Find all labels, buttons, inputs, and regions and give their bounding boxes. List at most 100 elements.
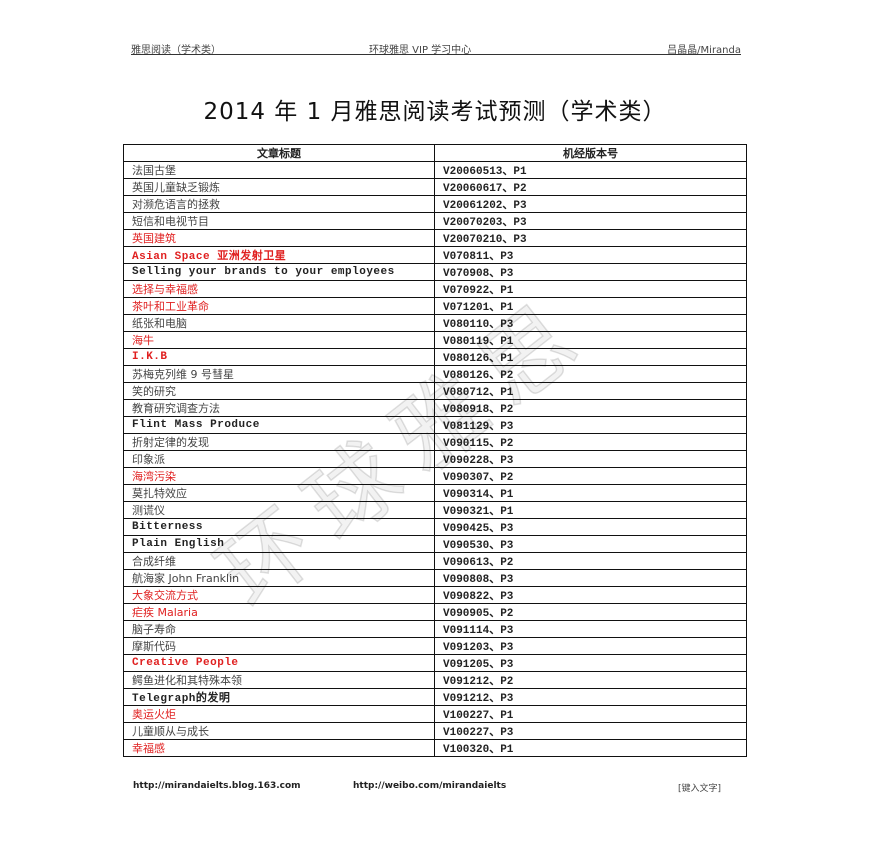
table-row: 海牛 V080119、P1 (123, 331, 747, 349)
version-number: V091205、P3 (434, 654, 747, 672)
table-row: 对濒危语言的拯救 V20061202、P3 (123, 195, 747, 213)
article-title: Asian Space 亚洲发射卫星 (123, 246, 435, 264)
table-row: Telegraph的发明 V091212、P3 (123, 688, 747, 706)
article-title: 英国建筑 (123, 229, 435, 247)
table-row: 法国古堡 V20060513、P1 (123, 161, 747, 179)
version-number: V090530、P3 (434, 535, 747, 553)
version-number: V091212、P3 (434, 688, 747, 706)
version-number: V070922、P1 (434, 280, 747, 298)
article-title: 短信和电视节目 (123, 212, 435, 230)
article-title: 疟疾 Malaria (123, 603, 435, 621)
article-title: 鳄鱼进化和其特殊本领 (123, 671, 435, 689)
version-number: V20060513、P1 (434, 161, 747, 179)
table-row: 印象派 V090228、P3 (123, 450, 747, 468)
article-title: 海牛 (123, 331, 435, 349)
version-number: V20070203、P3 (434, 212, 747, 230)
table-row: 大象交流方式 V090822、P3 (123, 586, 747, 604)
article-title: 选择与幸福感 (123, 280, 435, 298)
article-title: 莫扎特效应 (123, 484, 435, 502)
article-title: Selling your brands to your employees (123, 263, 435, 281)
table-row: 摩斯代码 V091203、P3 (123, 637, 747, 655)
version-number: V081129、P3 (434, 416, 747, 434)
version-number: V20060617、P2 (434, 178, 747, 196)
article-title: 幸福感 (123, 739, 435, 757)
table-row: 鳄鱼进化和其特殊本领 V091212、P2 (123, 671, 747, 689)
table-body: 法国古堡 V20060513、P1 英国儿童缺乏锻炼 V20060617、P2 对濒危语… (123, 161, 747, 757)
table-row: 航海家 John Franklin V090808、P3 (123, 569, 747, 587)
article-title: 折射定律的发现 (123, 433, 435, 451)
version-number: V070908、P3 (434, 263, 747, 281)
article-title: 英国儿童缺乏锻炼 (123, 178, 435, 196)
table-row: 奥运火炬 V100227、P1 (123, 705, 747, 723)
version-number: V080119、P1 (434, 331, 747, 349)
article-title: 纸张和电脑 (123, 314, 435, 332)
version-number: V091203、P3 (434, 637, 747, 655)
table-row: 英国建筑 V20070210、P3 (123, 229, 747, 247)
table-row: 教育研究调查方法 V080918、P2 (123, 399, 747, 417)
version-number: V080110、P3 (434, 314, 747, 332)
footer-placeholder: [键入文字] (678, 784, 722, 794)
version-number: V090314、P1 (434, 484, 747, 502)
table-row: 选择与幸福感 V070922、P1 (123, 280, 747, 298)
header-author: 吕晶晶/Miranda (667, 45, 741, 56)
version-number: V090115、P2 (434, 433, 747, 451)
article-title: 对濒危语言的拯救 (123, 195, 435, 213)
table-header-row: 文章标题 机经版本号 (123, 144, 747, 162)
version-number: V100227、P1 (434, 705, 747, 723)
footer-weibo-link[interactable]: http://weibo.com/mirandaielts (353, 781, 507, 791)
version-number: V071201、P1 (434, 297, 747, 315)
version-number: V090822、P3 (434, 586, 747, 604)
version-number: V090613、P2 (434, 552, 747, 570)
page-title: 2014 年 1 月雅思阅读考试预测（学术类） (203, 99, 667, 125)
article-title: 脑子寿命 (123, 620, 435, 638)
table-row: 笑的研究 V080712、P1 (123, 382, 747, 400)
table-row: 纸张和电脑 V080110、P3 (123, 314, 747, 332)
article-title: Flint Mass Produce (123, 416, 435, 434)
table-row: Asian Space 亚洲发射卫星 V070811、P3 (123, 246, 747, 264)
version-number: V091212、P2 (434, 671, 747, 689)
article-title: 笑的研究 (123, 382, 435, 400)
table-row: 茶叶和工业革命 V071201、P1 (123, 297, 747, 315)
version-number: V080712、P1 (434, 382, 747, 400)
table-row: 测谎仪 V090321、P1 (123, 501, 747, 519)
header-left: 雅思阅读（学术类） (131, 45, 221, 56)
footer-blog-link[interactable]: http://mirandaielts.blog.163.com (133, 781, 301, 791)
table-row: 莫扎特效应 V090314、P1 (123, 484, 747, 502)
version-number: V090321、P1 (434, 501, 747, 519)
article-title: 茶叶和工业革命 (123, 297, 435, 315)
article-title: Creative People (123, 654, 435, 672)
version-number: V090307、P2 (434, 467, 747, 485)
version-number: V100227、P3 (434, 722, 747, 740)
table-row: 折射定律的发现 V090115、P2 (123, 433, 747, 451)
table-row: 儿童顺从与成长 V100227、P3 (123, 722, 747, 740)
version-number: V090905、P2 (434, 603, 747, 621)
article-title: I.K.B (123, 348, 435, 366)
article-title: 测谎仪 (123, 501, 435, 519)
table-row: Plain English V090530、P3 (123, 535, 747, 553)
table-row: Flint Mass Produce V081129、P3 (123, 416, 747, 434)
version-number: V080126、P1 (434, 348, 747, 366)
article-title: 印象派 (123, 450, 435, 468)
article-title: 航海家 John Franklin (123, 569, 435, 587)
article-title: 苏梅克列维 9 号彗星 (123, 365, 435, 383)
column-header-version: 机经版本号 (434, 144, 747, 162)
header-center: 环球雅思 VIP 学习中心 (369, 45, 472, 56)
table-row: Selling your brands to your employees V07… (123, 263, 747, 281)
table-row: 海湾污染 V090307、P2 (123, 467, 747, 485)
version-number: V100320、P1 (434, 739, 747, 757)
page-header: 雅思阅读（学术类） 环球雅思 VIP 学习中心 吕晶晶/Miranda (131, 39, 741, 56)
article-title: 儿童顺从与成长 (123, 722, 435, 740)
version-number: V080918、P2 (434, 399, 747, 417)
version-number: V070811、P3 (434, 246, 747, 264)
article-title: 海湾污染 (123, 467, 435, 485)
table-row: 英国儿童缺乏锻炼 V20060617、P2 (123, 178, 747, 196)
table-row: 合成纤维 V090613、P2 (123, 552, 747, 570)
table-row: 疟疾 Malaria V090905、P2 (123, 603, 747, 621)
table-row: 脑子寿命 V091114、P3 (123, 620, 747, 638)
table-row: 苏梅克列维 9 号彗星 V080126、P2 (123, 365, 747, 383)
version-number: V090228、P3 (434, 450, 747, 468)
table-row: Bitterness V090425、P3 (123, 518, 747, 536)
version-number: V20070210、P3 (434, 229, 747, 247)
version-number: V080126、P2 (434, 365, 747, 383)
article-title: Bitterness (123, 518, 435, 536)
